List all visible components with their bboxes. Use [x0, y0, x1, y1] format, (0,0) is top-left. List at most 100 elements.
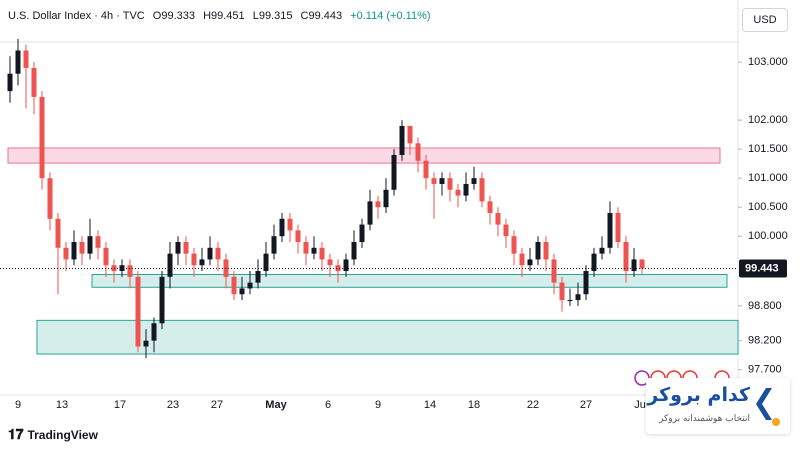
candle-body — [247, 282, 253, 289]
y-tick-label: 102.000 — [748, 114, 788, 126]
candle-body — [159, 276, 165, 324]
candle-body — [135, 276, 141, 347]
candle-body — [15, 50, 21, 74]
candle-body — [335, 265, 341, 272]
y-tick-label: 100.000 — [748, 230, 788, 242]
last-price-label: 99.443 — [745, 262, 779, 274]
candle-body — [239, 288, 245, 295]
x-tick-label: 22 — [527, 399, 539, 411]
y-tick-label: 97.700 — [748, 364, 782, 376]
candle-body — [503, 224, 509, 237]
candle-body — [415, 143, 421, 161]
candle-body — [167, 253, 173, 277]
brand: 𝟏𝟕 TradingView — [8, 426, 98, 442]
candle-body — [343, 259, 349, 272]
ohlc-high: H99.451 — [203, 10, 245, 22]
ohlc-open: O99.333 — [152, 10, 195, 22]
candle-body — [551, 259, 557, 283]
x-tick-label: 17 — [114, 399, 126, 411]
candle-body — [55, 218, 61, 248]
candle-body — [439, 178, 445, 184]
symbol: U.S. Dollar Index · 4h · TVC — [8, 10, 145, 22]
brand-text: TradingView — [27, 428, 98, 442]
candle-body — [399, 125, 405, 155]
candle-body — [535, 242, 541, 260]
candle-body — [279, 218, 285, 237]
candle-body — [407, 125, 413, 144]
x-tick-label: 27 — [211, 399, 223, 411]
candle-body — [351, 242, 357, 260]
candle-body — [311, 247, 317, 254]
candle-body — [295, 230, 301, 243]
candle-body — [327, 259, 333, 266]
candle-body — [151, 323, 157, 341]
candle-body — [31, 67, 37, 97]
y-tick-label: 101.500 — [748, 143, 788, 155]
candle-body — [95, 236, 101, 248]
watermark-tagline: انتخاب هوشمندانه بروکر — [659, 414, 750, 424]
x-tick-label: 6 — [325, 399, 331, 411]
candle-body — [39, 96, 45, 179]
candle-body — [7, 73, 13, 92]
candle-body — [631, 259, 637, 272]
x-tick-label: 27 — [580, 399, 592, 411]
y-tick-label: 103.000 — [748, 56, 788, 68]
candle-body — [423, 160, 429, 179]
x-tick-label: Ju — [634, 399, 646, 411]
x-tick-label: 13 — [56, 399, 68, 411]
change: +0.114 (+0.11%) — [350, 10, 431, 22]
candle-body — [359, 224, 365, 243]
y-tick-label: 101.000 — [748, 172, 788, 184]
candle-body — [143, 340, 149, 347]
y-tick-label: 100.500 — [748, 201, 788, 213]
candle-body — [591, 253, 597, 272]
candle-body — [583, 271, 589, 295]
candle-body — [47, 178, 53, 219]
candle-body — [215, 247, 221, 260]
ohlc-low: L99.315 — [252, 10, 293, 22]
candle-body — [63, 247, 69, 260]
candle-body — [87, 236, 93, 254]
candle-body — [319, 247, 325, 260]
x-tick-label: 9 — [15, 399, 21, 411]
candle-body — [119, 265, 125, 272]
candle-body — [623, 242, 629, 272]
x-tick-label: 18 — [468, 399, 480, 411]
y-tick-label: 98.200 — [748, 335, 782, 347]
ohlc-close: C99.443 — [300, 10, 343, 22]
candle-body — [479, 178, 485, 202]
candle-body — [303, 242, 309, 254]
candle-body — [191, 253, 197, 266]
x-tick-label: 9 — [375, 399, 381, 411]
candle-body — [519, 253, 525, 266]
candle-body — [487, 201, 493, 213]
candle-body — [463, 183, 469, 196]
zone — [7, 147, 721, 164]
y-tick-label: 98.800 — [748, 300, 782, 312]
candle-body — [255, 271, 261, 283]
candle-body — [367, 201, 373, 225]
candle-body — [639, 259, 645, 269]
candle-body — [543, 242, 549, 260]
watermark-logo — [756, 388, 780, 426]
candle-body — [431, 178, 437, 184]
currency-button[interactable]: USD — [742, 8, 788, 32]
candle-body — [575, 294, 581, 301]
candle-body — [231, 276, 237, 295]
candle-body — [511, 236, 517, 254]
last-price-box — [739, 259, 787, 278]
watermark: کدام بروکر انتخاب هوشمندانه بروکر — [646, 378, 790, 434]
candle-body — [207, 247, 213, 260]
candle-body — [271, 236, 277, 254]
candle-body — [23, 50, 29, 68]
candle-body — [615, 212, 621, 243]
candle-body — [567, 300, 573, 302]
zone — [36, 319, 739, 355]
candle-body — [71, 242, 77, 260]
candle-body — [607, 212, 613, 248]
candle-body — [103, 247, 109, 266]
x-tick-label: May — [265, 399, 287, 411]
candle-body — [599, 247, 605, 254]
candle-body — [455, 189, 461, 196]
